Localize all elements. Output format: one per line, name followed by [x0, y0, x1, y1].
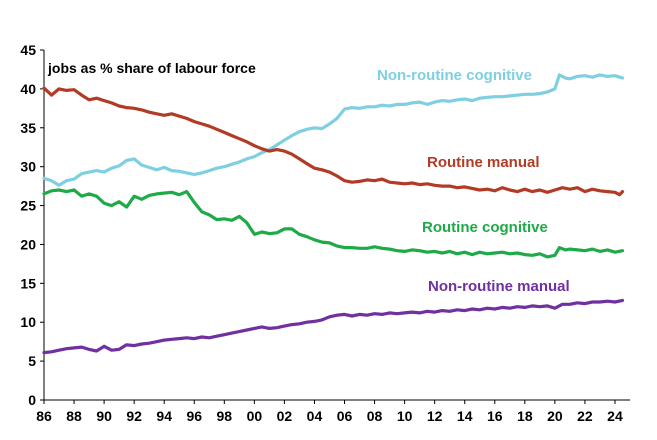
x-tick-label: 10 — [397, 408, 413, 424]
series-lines — [42, 73, 625, 355]
y-tick-label: 15 — [20, 275, 36, 291]
series-line-non-routine-manual — [42, 298, 625, 355]
series-label-non-routine-manual: Non-routine manual — [428, 278, 570, 295]
x-tick-label: 88 — [66, 408, 82, 424]
x-tick-label: 18 — [517, 408, 533, 424]
series-label-routine-cognitive: Routine cognitive — [422, 219, 548, 236]
y-tick-label: 40 — [20, 81, 36, 97]
y-tick-label: 25 — [20, 198, 36, 214]
x-axis-ticks: 86 88 90 92 94 96 98 00 02 04 06 08 10 12 14 16 18 20 22 24 — [36, 400, 623, 424]
x-tick-label: 98 — [217, 408, 233, 424]
x-tick-label: 94 — [156, 408, 172, 424]
series-label-non-routine-cognitive: Non-routine cognitive — [377, 67, 532, 84]
x-tick-label: 20 — [547, 408, 563, 424]
x-tick-label: 02 — [277, 408, 293, 424]
y-tick-label: 30 — [20, 159, 36, 175]
x-tick-label: 90 — [96, 408, 112, 424]
y-tick-label: 10 — [20, 314, 36, 330]
x-tick-label: 04 — [307, 408, 323, 424]
y-tick-label: 20 — [20, 236, 36, 252]
y-tick-label: 45 — [20, 42, 36, 58]
x-tick-label: 22 — [577, 408, 593, 424]
y-tick-label: 0 — [28, 392, 36, 408]
x-tick-label: 14 — [457, 408, 473, 424]
series-line-non-routine-cognitive — [42, 73, 625, 187]
x-tick-label: 92 — [126, 408, 142, 424]
x-tick-label: 16 — [487, 408, 503, 424]
x-tick-label: 06 — [337, 408, 353, 424]
x-tick-label: 86 — [36, 408, 52, 424]
x-tick-label: 96 — [186, 408, 202, 424]
y-tick-label: 35 — [20, 120, 36, 136]
x-tick-label: 12 — [427, 408, 443, 424]
x-tick-label: 08 — [367, 408, 383, 424]
axes — [43, 50, 630, 401]
chart-annotation: jobs as % share of labour force — [47, 60, 256, 76]
y-tick-label: 5 — [28, 353, 36, 369]
series-line-routine-manual — [42, 86, 625, 197]
series-label-routine-manual: Routine manual — [427, 154, 540, 171]
y-axis-ticks: 0 5 10 15 20 25 30 35 40 45 — [20, 42, 44, 408]
series-line-routine-cognitive — [42, 188, 625, 259]
x-tick-label: 24 — [607, 408, 623, 424]
x-tick-label: 00 — [247, 408, 263, 424]
